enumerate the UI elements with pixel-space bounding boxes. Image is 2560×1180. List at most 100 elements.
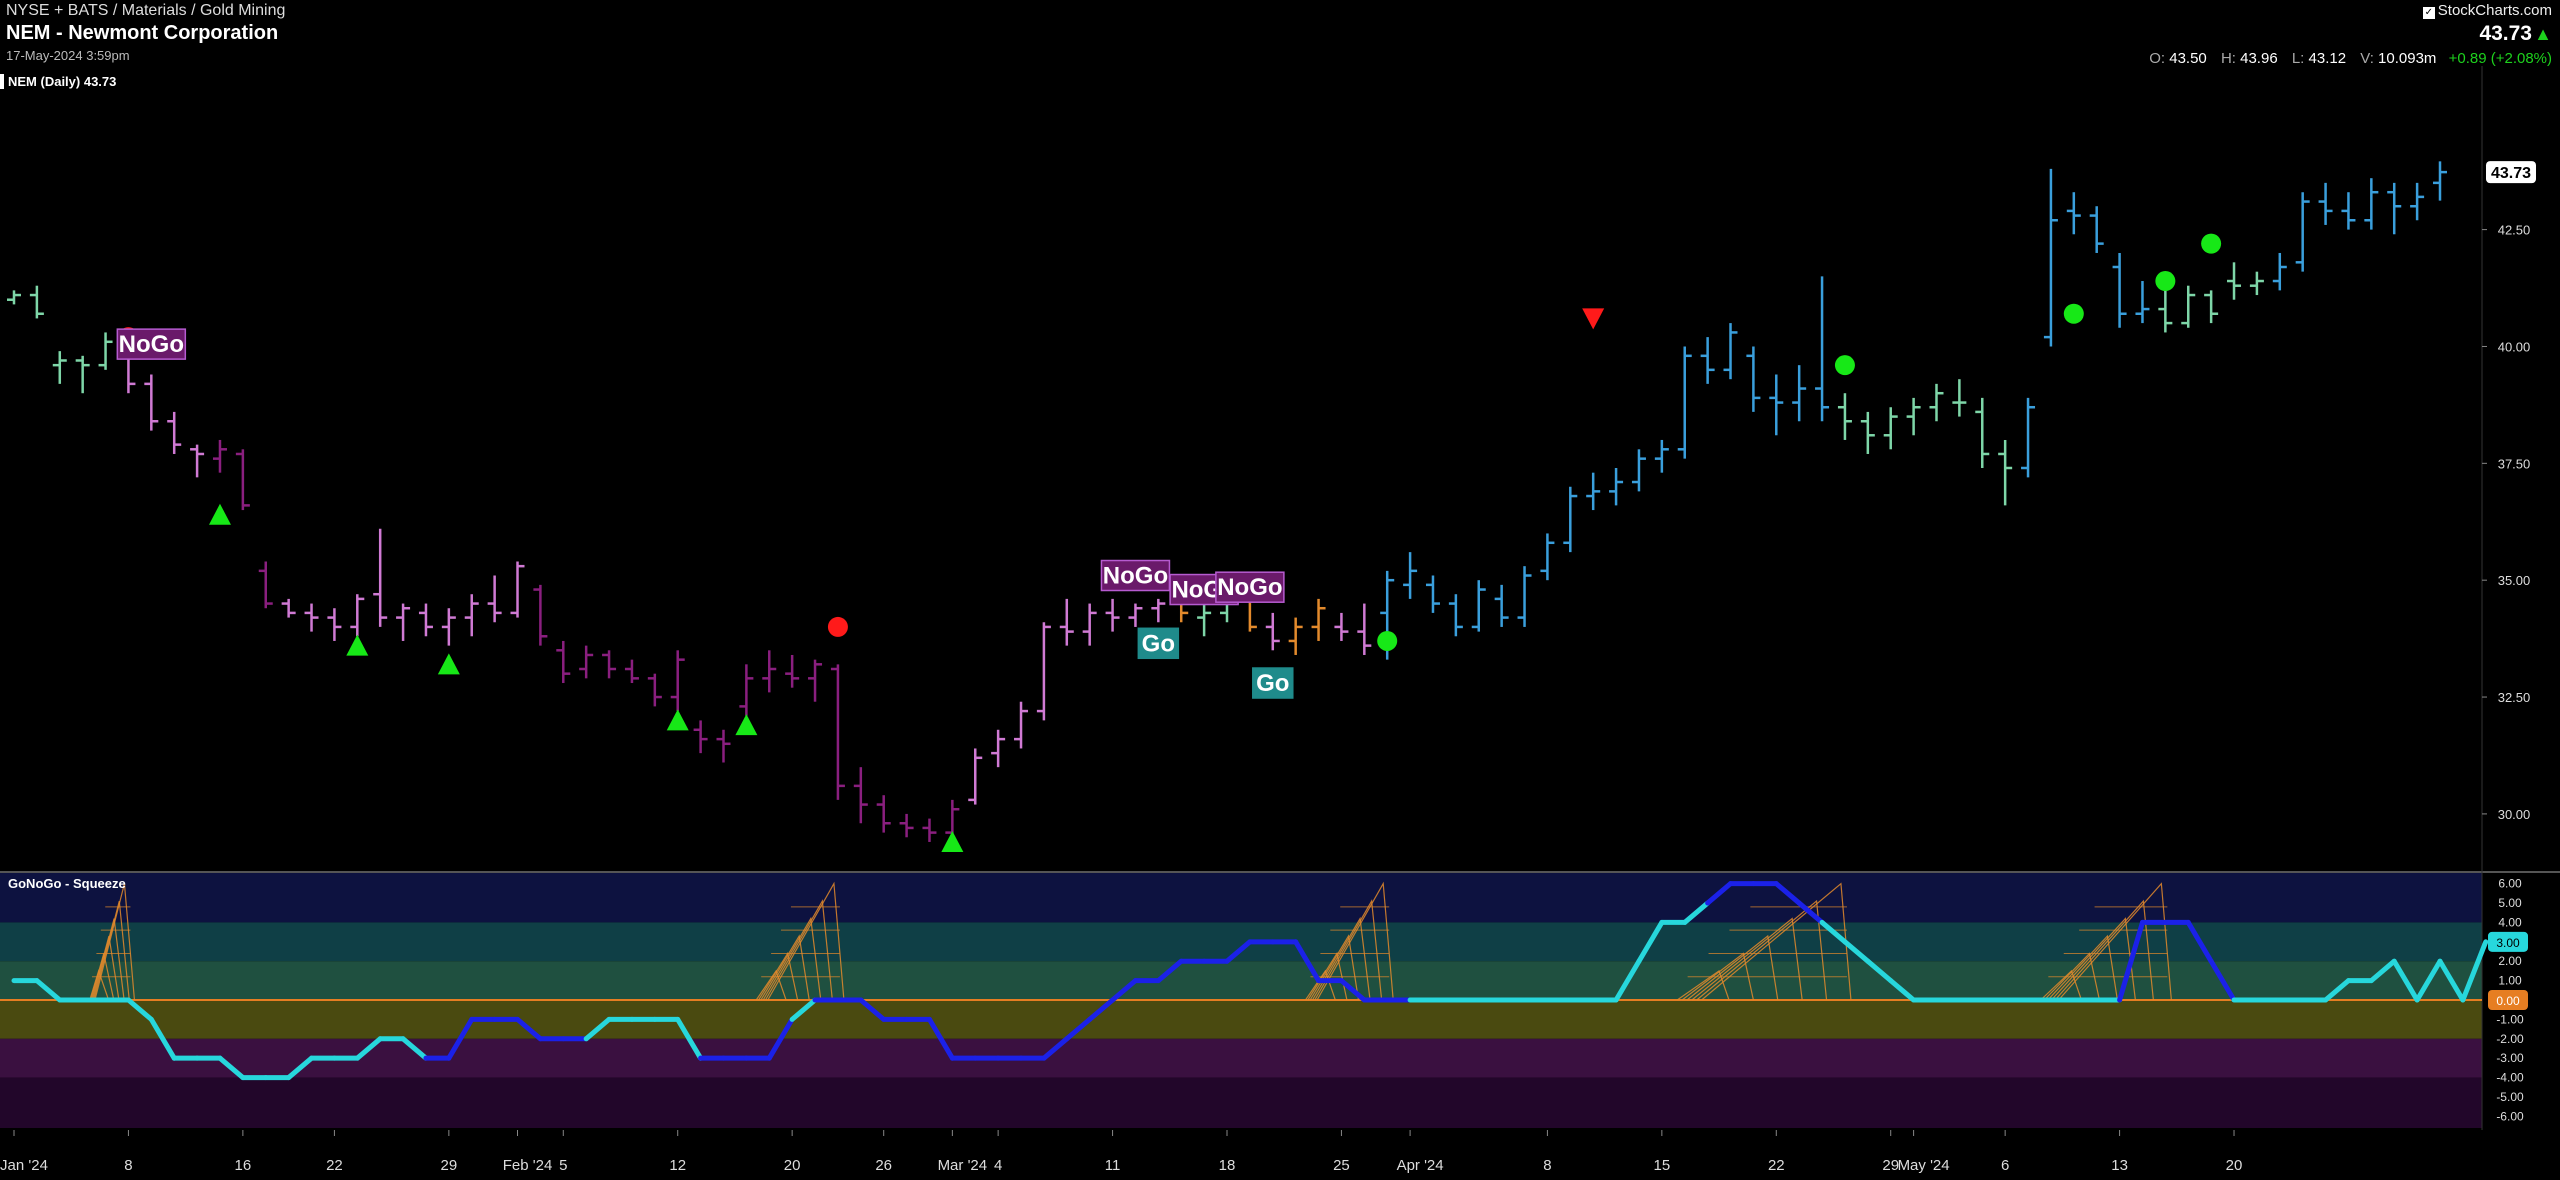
indicator-tick-label: 6.00	[2498, 877, 2522, 891]
date-tick-label: 26	[875, 1157, 892, 1174]
open-value: 43.50	[2169, 50, 2207, 67]
squeeze-grid-line	[2047, 934, 2119, 1001]
oscillator-last-badge-label: 3.00	[2496, 936, 2520, 950]
oscillator-segment	[1041, 1036, 1070, 1061]
change-value: +0.89 (+2.08%)	[2448, 50, 2552, 67]
nogo-label: NoGo	[119, 331, 184, 358]
oscillator-segment	[1705, 881, 1734, 906]
indicator-tick-label: 4.00	[2498, 915, 2522, 929]
indicator-title: GoNoGo - Squeeze	[8, 876, 126, 891]
indicator-band	[0, 1000, 2482, 1039]
exchange-path: NYSE + BATS / Materials / Gold Mining	[6, 2, 286, 19]
oscillator-segment	[2185, 919, 2214, 964]
squeeze-grid-line	[1691, 917, 1803, 1001]
date-tick-label: 6	[2001, 1157, 2009, 1174]
squeeze-grid-line	[1701, 882, 1852, 1001]
date-tick-label: May '24	[1898, 1157, 1950, 1174]
oscillator-segment	[1865, 958, 1894, 984]
symbol-title: NEM - Newmont Corporation	[6, 22, 279, 44]
price-legend: NEM (Daily) 43.73	[0, 74, 116, 89]
oscillator-segment	[1155, 958, 1184, 984]
date-tick-label: 8	[1543, 1157, 1551, 1174]
oscillator-segment	[34, 978, 63, 1003]
oscillator-segment	[583, 1016, 612, 1042]
date-tick-label: 5	[559, 1157, 567, 1174]
date-tick-label: 11	[1105, 1157, 1121, 1174]
squeeze-grid-line	[2054, 899, 2154, 1001]
date-tick-label: 16	[235, 1157, 252, 1174]
green-circle-marker	[2063, 303, 2084, 324]
oscillator-segment	[286, 1055, 315, 1081]
date-tick-label: Jan '24	[0, 1157, 48, 1174]
oscillator-segment	[1338, 978, 1367, 1003]
indicator-tick-label: -2.00	[2496, 1032, 2524, 1046]
date-tick-label: 4	[994, 1157, 1002, 1174]
squeeze-grid-line	[1316, 881, 1394, 1001]
indicator-band	[0, 961, 2482, 1000]
oscillator-segment	[1110, 978, 1138, 1003]
date-tick-label: 15	[1654, 1157, 1671, 1174]
indicator-tick-label: 2.00	[2498, 954, 2522, 968]
oscillator-segment	[2117, 919, 2145, 1003]
go-label-box	[1252, 667, 1294, 699]
price-tick-label: 30.00	[2498, 807, 2531, 822]
price-tick-label: 37.50	[2498, 456, 2531, 471]
date-tick-label: 8	[124, 1157, 132, 1174]
go-label-box	[1137, 627, 1180, 660]
green-triangle-up-marker	[735, 714, 758, 736]
oscillator-segment	[1613, 958, 1642, 1003]
green-circle-marker	[1377, 630, 1398, 651]
nogo-label-box	[1215, 571, 1285, 603]
date-tick-label: 20	[2226, 1157, 2243, 1174]
oscillator-segment	[125, 997, 154, 1022]
indicator-band	[0, 872, 2482, 923]
oscillator-segment	[354, 1036, 383, 1061]
oscillator-segment	[2391, 958, 2420, 1003]
green-triangle-up-marker	[437, 653, 460, 675]
oscillator-segment	[2368, 958, 2397, 984]
indicator-tick-label: -3.00	[2496, 1051, 2524, 1065]
oscillator-segment	[1888, 978, 1917, 1003]
green-circle-marker	[1834, 355, 1855, 376]
oscillator-segment	[1682, 900, 1711, 925]
date-tick-label: Feb '24	[503, 1157, 553, 1174]
last-price-badge-label: 43.73	[2491, 165, 2531, 182]
date-tick-label: 22	[1768, 1157, 1785, 1174]
green-triangle-up-marker	[208, 503, 231, 525]
squeeze-grid-line	[767, 881, 845, 1001]
high-label: H:	[2220, 50, 2236, 67]
oscillator-segment	[2323, 978, 2351, 1003]
oscillator-segment	[1087, 997, 1116, 1022]
oscillator-segment	[1064, 1016, 1093, 1042]
green-triangle-up-marker	[666, 709, 689, 731]
oscillator-segment	[515, 1016, 543, 1042]
indicator-tick-label: 1.00	[2498, 974, 2522, 988]
oscillator-segment	[400, 1036, 429, 1061]
low-value: 43.12	[2308, 50, 2347, 67]
date-tick-label: 13	[2111, 1157, 2128, 1174]
quote-datetime: 17-May-2024 3:59pm	[6, 48, 130, 63]
brand-logo-icon: ✓	[2422, 7, 2435, 19]
date-tick-label: 18	[1219, 1157, 1236, 1174]
nogo-label-box	[1100, 559, 1171, 592]
price-tick-label: 42.50	[2498, 223, 2531, 238]
green-triangle-up-marker	[941, 830, 964, 852]
squeeze-grid-line	[2040, 969, 2083, 1001]
squeeze-grid-line	[762, 916, 822, 1001]
date-tick-label: Mar '24	[938, 1157, 988, 1174]
squeeze-grid-line	[760, 934, 810, 1001]
green-circle-marker	[2155, 271, 2176, 292]
brand-link[interactable]: ✓ StockCharts.com	[2422, 2, 2552, 19]
oscillator-segment	[789, 997, 818, 1022]
date-tick-label: 20	[784, 1157, 801, 1174]
price-tick-label: 32.50	[2498, 690, 2531, 705]
go-label: Go	[1256, 670, 1289, 697]
squeeze-grid-line	[1696, 899, 1828, 1001]
indicator-tick-label: -5.00	[2496, 1090, 2524, 1104]
oscillator-segment	[2460, 939, 2489, 1003]
squeeze-grid-line	[92, 918, 125, 1001]
oscillator-segment	[2414, 958, 2443, 1003]
last-price: 43.73	[2479, 22, 2532, 45]
squeeze-grid-line	[94, 883, 136, 1001]
